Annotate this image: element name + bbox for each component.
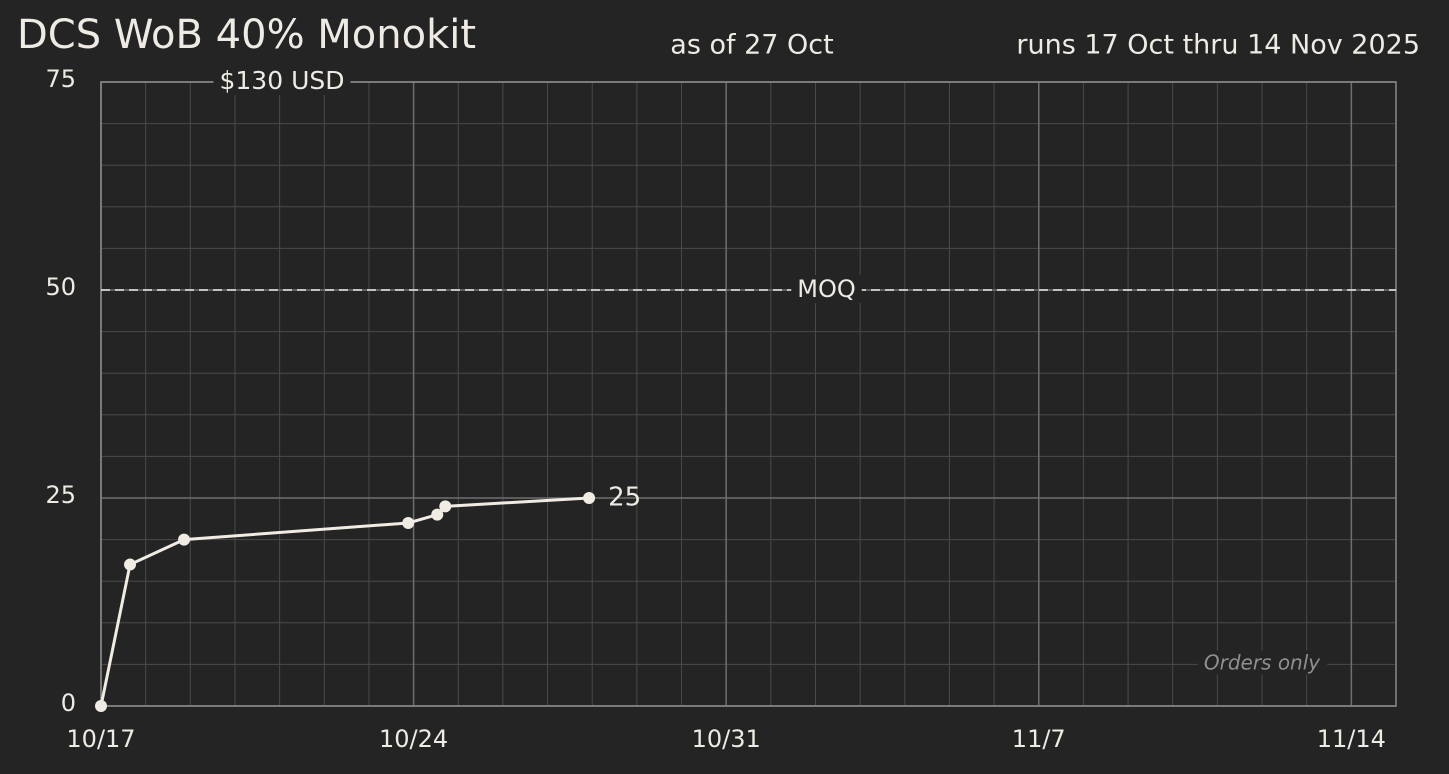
data-point [583,492,596,504]
y-tick-label: 50 [45,273,76,301]
price-label: $130 USD [220,66,345,95]
subtitle: as of 27 Oct [670,30,833,61]
reference-label-background [791,275,862,303]
x-tick-label: 11/7 [1012,725,1066,753]
run-note: runs 17 Oct thru 14 Nov 2025 [1016,30,1420,61]
data-point [95,700,107,712]
footnote: Orders only [1204,651,1321,675]
data-point [178,533,191,546]
price-label-background [213,66,351,95]
chart-title: DCS WoB 40% Monokit [17,12,476,58]
y-tick-label: 75 [45,65,76,93]
data-point [402,516,415,529]
footnote-background [1197,650,1328,675]
x-tick-label: 10/17 [66,725,135,753]
x-tick-label: 10/24 [379,725,448,753]
y-tick-label: 0 [61,689,76,717]
reference-label: MOQ [797,275,856,303]
plot-border [100,81,1397,707]
data-point [439,500,452,513]
data-point [431,508,444,521]
y-tick-label: 25 [45,481,76,509]
data-point [124,558,137,571]
end-value-label: 25 [608,483,641,513]
x-tick-label: 10/31 [692,725,761,753]
x-tick-label: 11/14 [1317,725,1386,753]
